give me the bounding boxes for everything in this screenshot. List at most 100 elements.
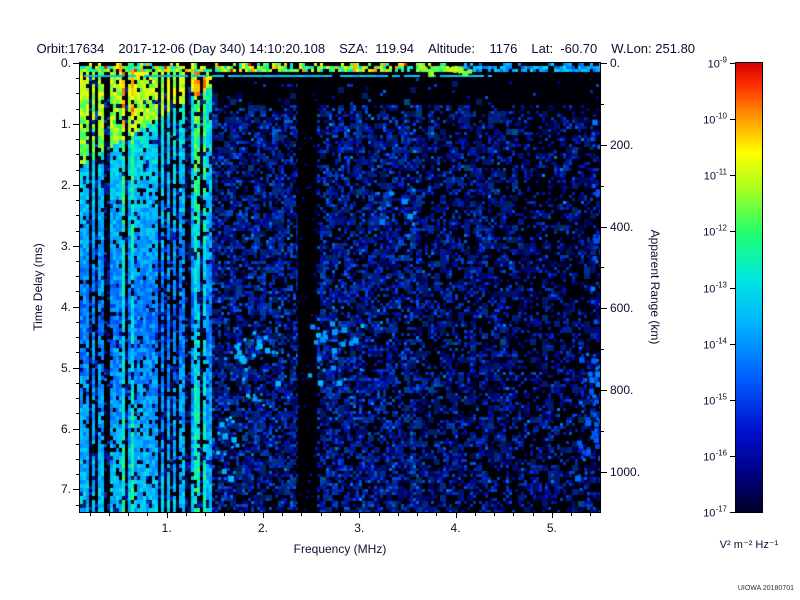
y-axis-minor-tick: [76, 200, 79, 202]
header-wlon: W.Lon: 251.80: [611, 41, 696, 56]
colorbar-tick: [730, 512, 735, 513]
y-axis-major-tick: [73, 367, 79, 369]
y-axis-minor-tick: [76, 260, 79, 262]
header-sza: SZA: 119.94: [339, 41, 415, 56]
range-axis-minor-tick: [601, 431, 604, 433]
colorbar-tick: [730, 287, 735, 289]
plot-frame: [79, 62, 601, 513]
range-axis-minor-tick: [601, 267, 604, 269]
y-axis-major-tick: [73, 489, 79, 491]
y-tick-label: 2.: [60, 177, 71, 192]
x-axis-minor-tick: [590, 513, 592, 516]
y-axis-minor-tick: [76, 413, 79, 415]
range-tick-label: 0.: [610, 56, 621, 70]
header-info: Orbit:17634 2017-12-06 (Day 340) 14:10:20…: [22, 26, 709, 71]
y-tick-label: 6.: [60, 421, 71, 436]
x-axis-minor-tick: [417, 513, 419, 516]
colorbar-tick-exponent: -13: [715, 280, 727, 290]
x-axis-minor-tick: [89, 513, 91, 516]
x-axis-minor-tick: [320, 513, 322, 516]
range-tick-label: 400.: [610, 219, 634, 234]
y-axis-title-left: Time Delay (ms): [31, 243, 45, 331]
range-axis-major-tick: [601, 144, 607, 146]
header-orbit: Orbit:17634: [36, 41, 105, 56]
y-axis-minor-tick: [76, 352, 79, 354]
x-axis-minor-tick: [205, 513, 207, 516]
x-axis-title: Frequency (MHz): [293, 542, 387, 556]
colorbar-tick-label: 10-10: [703, 111, 727, 127]
x-axis-minor-tick: [147, 513, 149, 516]
colorbar-tick-label: 10-16: [703, 448, 727, 464]
x-axis-minor-tick: [571, 513, 573, 516]
colorbar-tick-exponent: -15: [715, 392, 727, 402]
colorbar-tick-label: 10-11: [703, 167, 727, 183]
y-axis-major-tick: [73, 428, 79, 430]
colorbar-tick-label: 10-13: [703, 280, 727, 295]
range-axis-minor-tick: [601, 103, 604, 105]
y-axis-minor-tick: [76, 139, 79, 141]
x-tick-label: 4.: [450, 521, 461, 535]
colorbar-tick-label: 10-15: [703, 392, 727, 408]
range-axis-minor-tick: [601, 349, 604, 351]
colorbar-tick-label: 10-12: [703, 224, 727, 239]
colorbar-tick: [730, 399, 735, 401]
x-axis-minor-tick: [532, 513, 534, 516]
x-axis-minor-tick: [185, 513, 187, 516]
colorbar-frame: [735, 62, 763, 513]
y-axis-minor-tick: [76, 458, 79, 460]
x-axis-minor-tick: [378, 513, 380, 516]
y-axis-minor-tick: [76, 382, 79, 384]
x-axis-major-tick: [359, 513, 361, 518]
colorbar-tick-label: 10-14: [703, 336, 727, 351]
x-axis-major-tick: [455, 513, 457, 518]
y-axis-major-tick: [73, 184, 79, 186]
y-axis-minor-tick: [76, 443, 79, 445]
y-axis-minor-tick: [76, 215, 79, 217]
y-tick-label: 0.: [60, 56, 71, 70]
range-axis-major-tick: [601, 226, 607, 228]
header-lat: Lat: -60.70: [531, 41, 598, 56]
colorbar-tick-exponent: -9: [719, 55, 727, 65]
y-axis-minor-tick: [76, 474, 79, 476]
x-axis-minor-tick: [108, 513, 110, 516]
y-axis-minor-tick: [76, 93, 79, 95]
colorbar-gradient-canvas: [736, 63, 762, 512]
y-tick-label: 7.: [60, 482, 71, 497]
range-axis-major-tick: [601, 308, 607, 310]
y-axis-minor-tick: [76, 276, 79, 278]
colorbar-tick: [730, 63, 735, 64]
colorbar-tick-label: 10-9: [707, 55, 727, 71]
x-axis-minor-tick: [243, 513, 245, 516]
colorbar-tick: [730, 343, 735, 345]
header-altitude: Altitude: 1176: [428, 41, 518, 56]
y-tick-label: 3.: [60, 238, 71, 253]
x-axis-minor-tick: [474, 513, 476, 516]
y-axis-major-tick: [73, 63, 79, 64]
colorbar-tick-label: 10-17: [703, 504, 727, 520]
x-tick-label: 1.: [161, 521, 172, 535]
colorbar-tick: [730, 455, 735, 457]
x-axis-minor-tick: [282, 513, 284, 516]
y-axis-minor-tick: [76, 321, 79, 323]
y-axis-major-tick: [73, 123, 79, 125]
y-tick-label: 5.: [60, 360, 71, 375]
range-tick-label: 600.: [610, 301, 634, 316]
x-axis-major-tick: [166, 513, 168, 518]
y-axis-minor-tick: [76, 169, 79, 171]
y-axis-minor-tick: [76, 398, 79, 400]
colorbar-tick-exponent: -11: [716, 167, 727, 177]
y-axis-minor-tick: [76, 108, 79, 110]
x-axis-major-tick: [262, 513, 264, 518]
x-axis-major-tick: [551, 513, 553, 518]
range-tick-label: 800.: [610, 383, 634, 398]
header-datetime: 2017-12-06 (Day 340) 14:10:20.108: [118, 41, 326, 56]
x-axis-minor-tick: [128, 513, 130, 516]
credit-text: UIOWA 20180701: [737, 585, 794, 592]
x-axis-minor-tick: [513, 513, 515, 516]
y-axis-minor-tick: [76, 504, 79, 506]
colorbar-tick: [730, 119, 735, 121]
colorbar-tick-exponent: -10: [715, 111, 727, 121]
x-axis-minor-tick: [494, 513, 496, 516]
colorbar-tick: [730, 231, 735, 233]
